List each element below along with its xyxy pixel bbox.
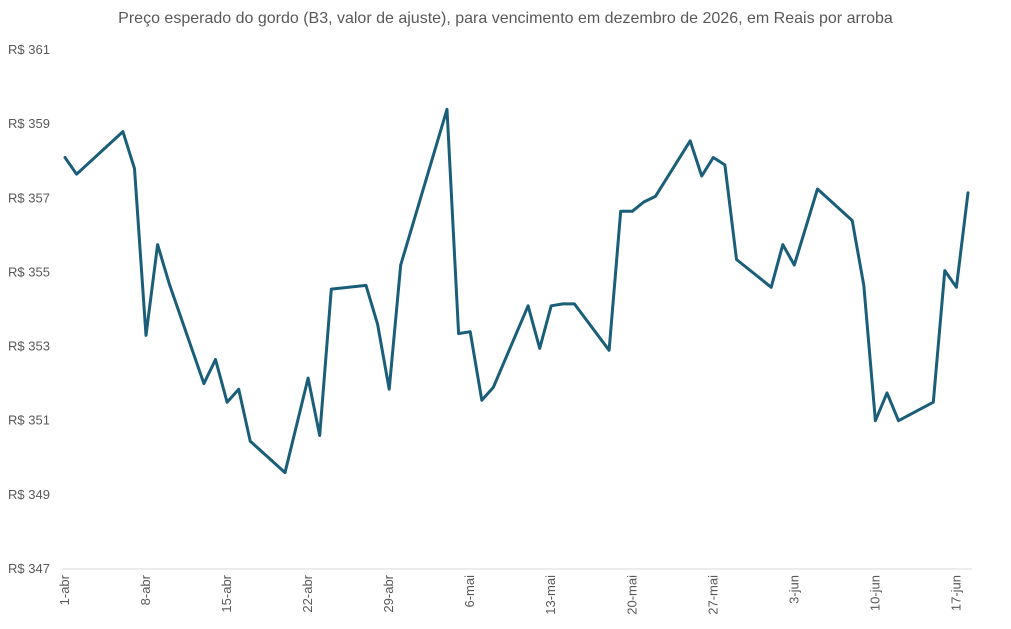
x-tick-label: 29-abr xyxy=(381,574,396,612)
x-tick-label: 3-jun xyxy=(786,575,801,604)
x-axis-ticks: 1-abr 8-abr 15-abr 22-abr 29-abr 6-mai 13-mai 2… xyxy=(57,574,963,614)
x-tick-label: 6-mai xyxy=(462,575,477,608)
y-tick-label: R$ 353 xyxy=(8,339,50,354)
x-tick-label: 20-mai xyxy=(624,575,639,615)
y-tick-label: R$ 347 xyxy=(8,561,50,576)
x-tick-label: 13-mai xyxy=(543,575,558,615)
y-tick-label: R$ 355 xyxy=(8,264,50,279)
y-tick-label: R$ 357 xyxy=(8,190,50,205)
y-axis-ticks: R$ 347 R$ 349 R$ 351 R$ 353 R$ 355 R$ 357 R$ 3… xyxy=(8,42,50,576)
series-group xyxy=(63,107,970,475)
x-tick-label: 27-mai xyxy=(705,575,720,615)
x-tick-label: 1-abr xyxy=(57,574,72,605)
y-tick-label: R$ 361 xyxy=(8,42,50,57)
x-tick-label: 10-jun xyxy=(867,575,882,611)
x-tick-label: 15-abr xyxy=(219,574,234,612)
x-tick-label: 22-abr xyxy=(300,574,315,612)
chart-title: Preço esperado do gordo (B3, valor de aj… xyxy=(118,10,893,27)
y-tick-label: R$ 351 xyxy=(8,413,50,428)
y-tick-label: R$ 359 xyxy=(8,116,50,131)
y-tick-label: R$ 349 xyxy=(8,487,50,502)
x-tick-label: 17-jun xyxy=(948,575,963,611)
x-tick-label: 8-abr xyxy=(138,574,153,605)
series-line-0 xyxy=(63,107,970,475)
